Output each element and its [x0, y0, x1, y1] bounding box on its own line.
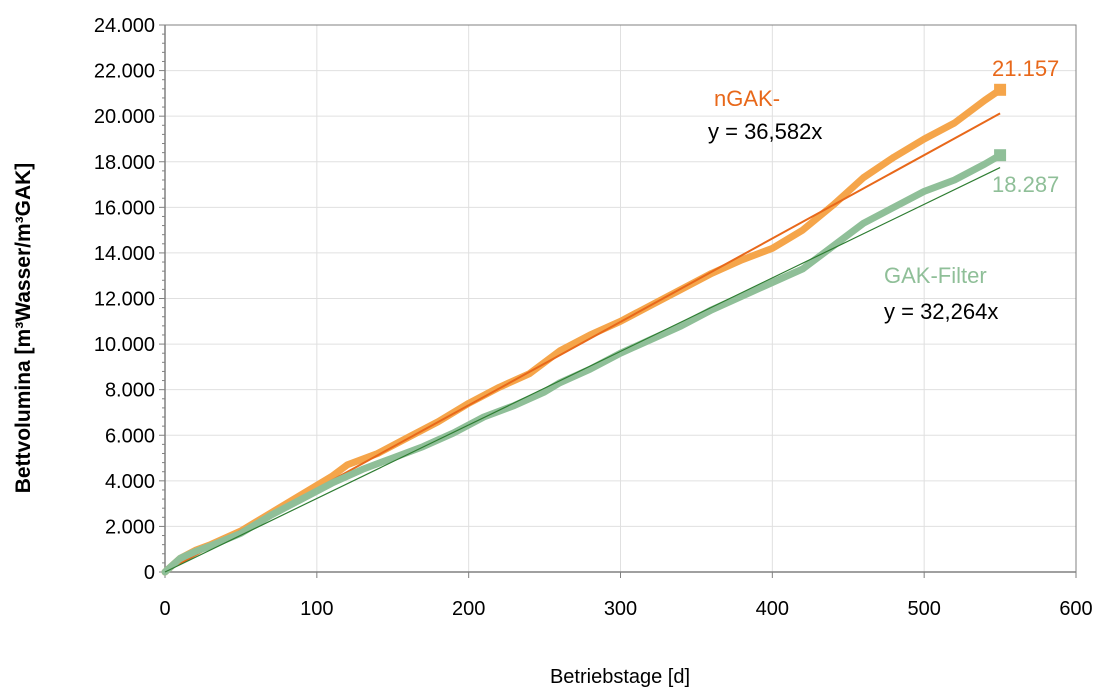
y-tick-label: 16.000 [94, 197, 155, 219]
y-axis: 0 2.000 4.000 6.000 8.000 10.000 12.000 14.000 1… [94, 15, 166, 584]
y-tick-label: 4.000 [105, 471, 155, 493]
series-layer [161, 83, 1007, 576]
y-tick-label: 6.000 [105, 425, 155, 447]
x-tick-label: 200 [452, 598, 485, 620]
trendline-1 [164, 167, 1001, 573]
gak-end-label: 18.287 [992, 172, 1059, 197]
y-tick-label: 18.000 [94, 152, 155, 174]
y-tick-label: 22.000 [94, 61, 155, 83]
y-tick-label: 20.000 [94, 106, 155, 128]
ngak-equation: y = 36,582x [708, 119, 822, 144]
y-tick-label: 8.000 [105, 380, 155, 402]
gak-equation: y = 32,264x [884, 299, 998, 324]
ngak-end-label: 21.157 [992, 56, 1059, 81]
series-line-1 [161, 151, 1004, 576]
series-end-marker-1 [994, 149, 1007, 162]
ngak-label: nGAK- [714, 86, 780, 111]
x-axis: 0 100 200 300 400 500 600 [159, 571, 1093, 620]
gak-label: GAK-Filter [884, 263, 987, 288]
y-tick-label: 2.000 [105, 516, 155, 538]
series-end-marker-0 [994, 83, 1007, 96]
y-tick-label: 14.000 [94, 243, 155, 265]
y-tick-label: 0 [144, 562, 155, 584]
x-tick-label: 500 [907, 598, 940, 620]
y-axis-title: Bettvolumina [m³Wasser/m³GAK] [12, 163, 35, 494]
x-tick-label: 300 [604, 598, 637, 620]
x-tick-label: 400 [756, 598, 789, 620]
y-tick-label: 12.000 [94, 289, 155, 311]
y-tick-label: 10.000 [94, 334, 155, 356]
y-tick-label: 24.000 [94, 15, 155, 37]
x-axis-title: Betriebstage [d] [550, 666, 690, 688]
x-tick-label: 100 [300, 598, 333, 620]
x-tick-label: 0 [159, 598, 170, 620]
x-tick-label: 600 [1059, 598, 1092, 620]
